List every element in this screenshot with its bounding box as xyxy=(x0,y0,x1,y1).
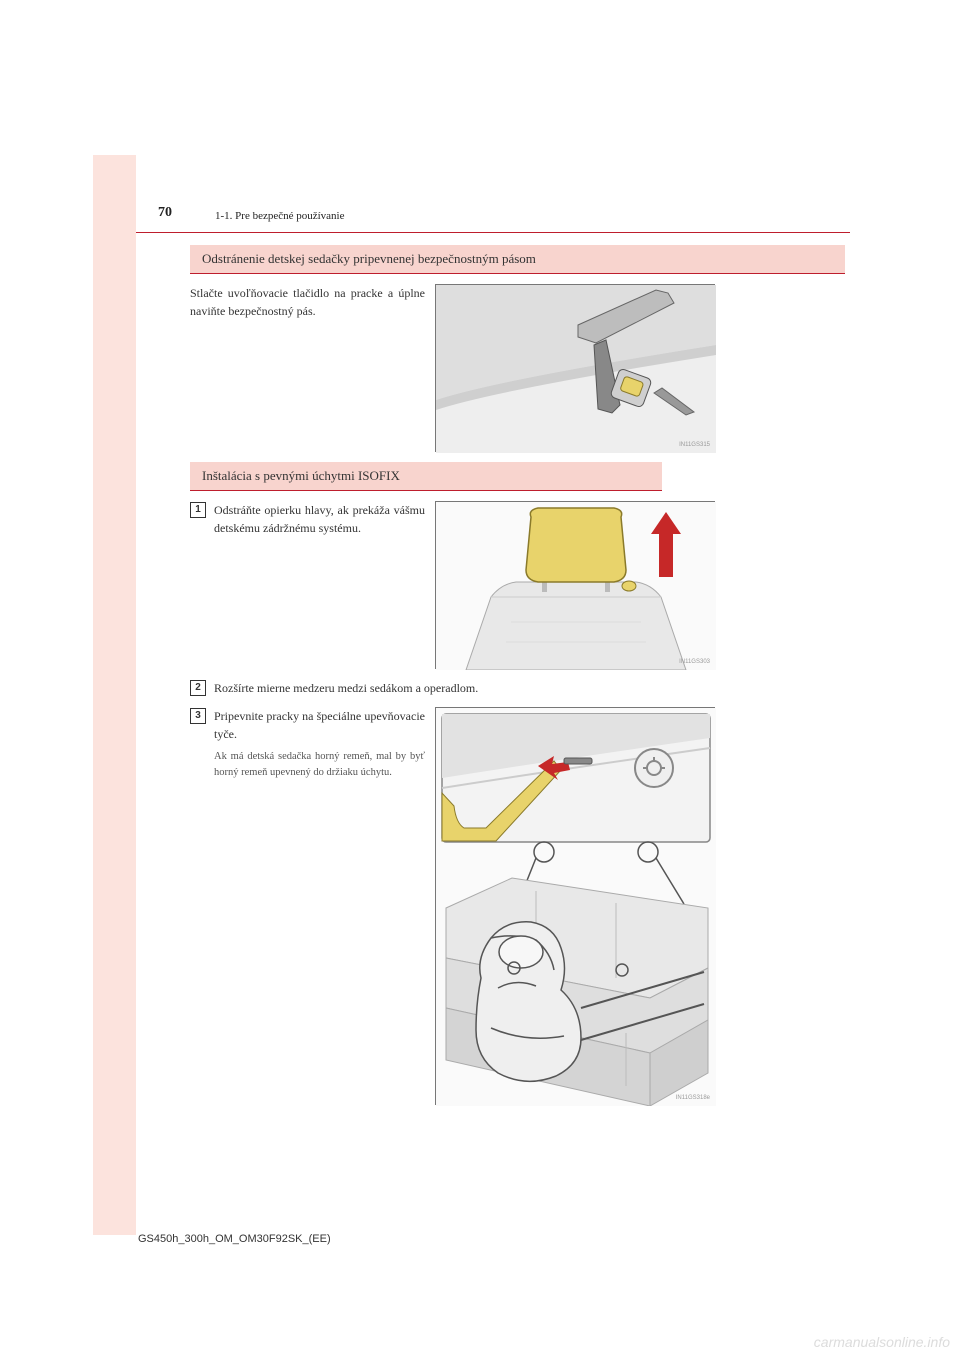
step2-text: Rozšírte mierne medzeru medzi sedákom a … xyxy=(214,679,845,697)
figure-headrest-remove: IN11GS303 xyxy=(435,501,715,669)
step-number-3: 3 xyxy=(190,708,206,724)
headrest-illustration xyxy=(436,502,716,670)
isofix-step2-row: 2 Rozšírte mierne medzeru medzi sedákom … xyxy=(190,679,845,697)
heading-removal: Odstránenie detskej sedačky pripevnenej … xyxy=(190,245,845,274)
figure-code: IN11GS318e xyxy=(676,1095,710,1101)
isofix-step3-row: 3 Pripevnite pracky na špeciálne upevňov… xyxy=(190,707,845,1105)
step3-note: Ak má detská sedačka horný remeň, mal by… xyxy=(214,749,425,781)
isofix-step1-row: 1 Odstráňte opierku hlavy, ak prekáža vá… xyxy=(190,501,845,669)
step-number-1: 1 xyxy=(190,502,206,518)
footer-code: GS450h_300h_OM_OM30F92SK_(EE) xyxy=(138,1233,331,1245)
watermark: carmanualsonline.info xyxy=(814,1334,950,1350)
seatbelt-release-illustration xyxy=(436,285,716,453)
page-content: Odstránenie detskej sedačky pripevnenej … xyxy=(190,245,845,1115)
isofix-illustration xyxy=(436,708,716,1106)
figure-code: IN11GS315 xyxy=(679,442,710,448)
figure-code: IN11GS303 xyxy=(679,659,710,665)
header-rule xyxy=(136,207,850,233)
heading-isofix: Inštalácia s pevnými úchytmi ISOFIX xyxy=(190,462,662,491)
chapter-tab xyxy=(93,155,136,1235)
step-number-2: 2 xyxy=(190,680,206,696)
removal-row: Stlačte uvoľňovacie tlačidlo na pracke a… xyxy=(190,284,845,452)
figure-isofix-isometric: IN11GS318e xyxy=(435,707,715,1105)
step3-text: Pripevnite pracky na špeciálne upevňovac… xyxy=(214,707,425,743)
step1-text: Odstráňte opierku hlavy, ak prekáža vášm… xyxy=(214,501,425,537)
removal-text: Stlačte uvoľňovacie tlačidlo na pracke a… xyxy=(190,284,425,320)
figure-seatbelt-release: IN11GS315 xyxy=(435,284,715,452)
